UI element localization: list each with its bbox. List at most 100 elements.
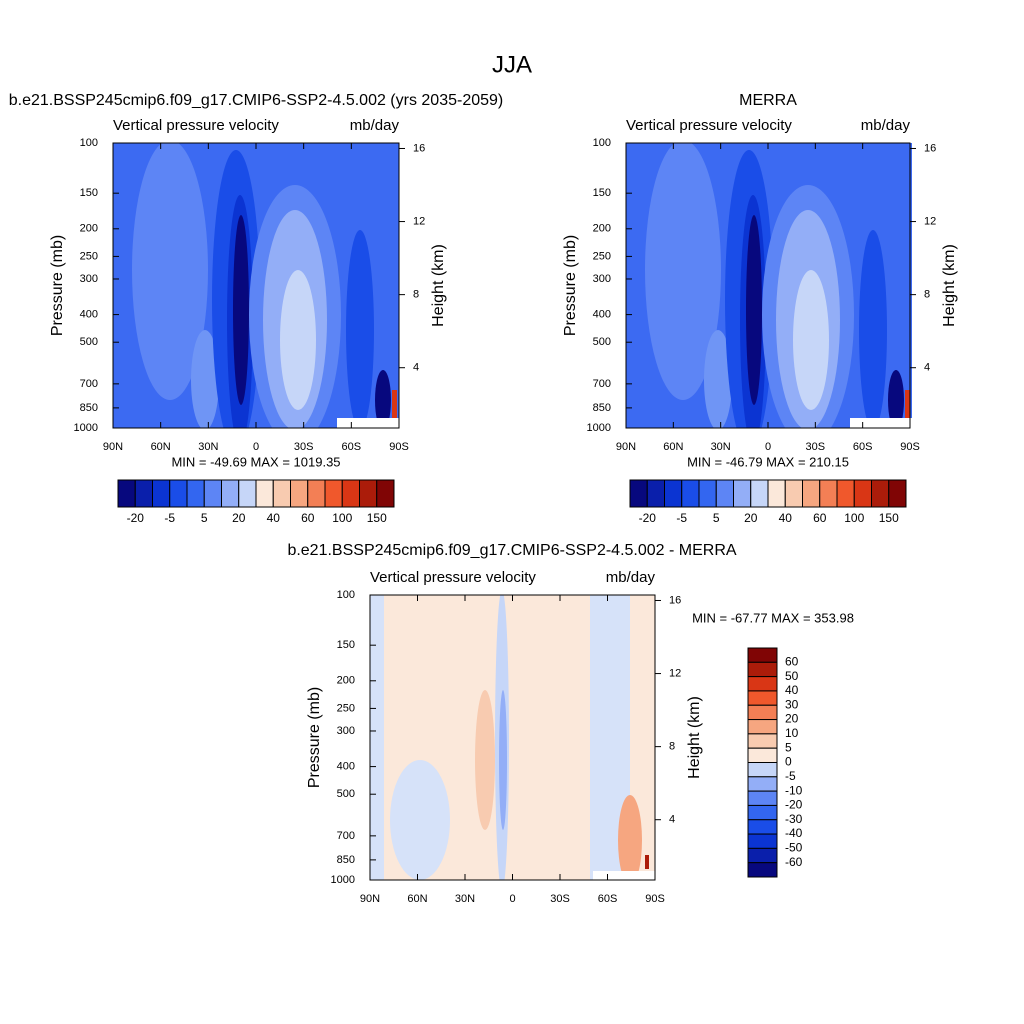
colorbar-box: [747, 690, 778, 706]
y2-axis-label: Height (km): [686, 696, 703, 779]
y-tick-label: 500: [80, 336, 98, 348]
colorbar-box: [747, 804, 778, 821]
stats: MIN = -49.69 MAX = 1019.35: [171, 454, 340, 469]
x-tick-label: 0: [253, 441, 259, 453]
y-tick-label: 200: [80, 223, 98, 235]
x-tick-label: 90S: [900, 441, 920, 453]
colorbar-box: [646, 479, 665, 508]
x-tick-label: 90N: [103, 441, 123, 453]
colorbar-label: 150: [367, 511, 387, 525]
y-tick-label: 150: [337, 639, 355, 651]
left-label: Vertical pressure velocity: [113, 117, 279, 134]
colorbar-box: [733, 479, 752, 508]
colorbar-box: [376, 479, 395, 508]
colorbar-box: [134, 479, 153, 508]
y-tick-label: 300: [80, 273, 98, 285]
colorbar-box: [802, 479, 821, 508]
colorbar-label: -30: [785, 812, 803, 826]
x-tick-label: 60S: [342, 441, 362, 453]
x-tick-label: 30N: [711, 441, 731, 453]
colorbar-label: -5: [676, 511, 687, 525]
stats: MIN = -46.79 MAX = 210.15: [687, 454, 849, 469]
colorbar-box: [290, 479, 309, 508]
colorbar-label: 50: [785, 669, 799, 683]
y-axis-label: Pressure (mb): [49, 235, 66, 336]
x-tick-label: 0: [765, 441, 771, 453]
y-tick-label: 100: [80, 137, 98, 149]
colorbar-box: [747, 790, 778, 806]
y2-axis-label: Height (km): [430, 244, 447, 327]
colorbar-label: -5: [164, 511, 175, 525]
colorbar-box: [747, 847, 778, 864]
colorbar-label: 60: [301, 511, 315, 525]
colorbar-box: [836, 479, 855, 508]
y-tick-label: 500: [593, 336, 611, 348]
stats: MIN = -67.77 MAX = 353.98: [692, 610, 854, 625]
colorbar-box: [324, 479, 343, 508]
y-tick-label: 400: [337, 760, 355, 772]
colorbar-box: [186, 479, 205, 508]
colorbar-label: 30: [785, 697, 799, 711]
y2-tick-label: 8: [669, 741, 675, 753]
y-tick-label: 100: [337, 589, 355, 601]
x-tick-label: 60N: [151, 441, 171, 453]
panel-title: b.e21.BSSP245cmip6.f09_g17.CMIP6-SSP2-4.…: [9, 92, 504, 109]
colorbar-box: [307, 479, 326, 508]
x-tick-label: 30N: [455, 893, 475, 905]
y-tick-label: 400: [80, 308, 98, 320]
figure-title: JJA: [492, 51, 532, 78]
colorbar-box: [747, 776, 778, 792]
colorbar-box: [169, 479, 188, 508]
y-tick-label: 100: [593, 137, 611, 149]
colorbar-label: -20: [639, 511, 657, 525]
colorbar-label: 40: [785, 683, 799, 697]
y-tick-label: 500: [337, 788, 355, 800]
y2-tick-label: 12: [669, 667, 681, 679]
colorbar-label: -20: [127, 511, 145, 525]
colorbar-box: [747, 862, 778, 878]
x-tick-label: 90N: [616, 441, 636, 453]
x-tick-label: 0: [509, 893, 515, 905]
y-tick-label: 400: [593, 308, 611, 320]
y-tick-label: 700: [593, 378, 611, 390]
colorbar-label: -60: [785, 855, 803, 869]
colorbar-label: -50: [785, 841, 803, 855]
colorbar-label: 5: [201, 511, 208, 525]
colorbar-box: [747, 733, 778, 749]
colorbar-label: -10: [785, 783, 803, 797]
colorbar-box: [359, 479, 378, 508]
colorbar-label: 100: [844, 511, 864, 525]
colorbar-box: [117, 479, 136, 508]
y-tick-label: 1000: [587, 422, 611, 434]
colorbar-box: [255, 479, 274, 508]
y2-tick-label: 8: [413, 289, 419, 301]
x-tick-label: 30S: [550, 893, 570, 905]
colorbar-label: 5: [785, 740, 792, 754]
x-tick-label: 30N: [198, 441, 218, 453]
y-tick-label: 850: [337, 854, 355, 866]
colorbar-label: 20: [785, 712, 799, 726]
right-label: mb/day: [350, 117, 400, 134]
y-tick-label: 250: [80, 250, 98, 262]
x-tick-label: 60N: [407, 893, 427, 905]
y-axis-label: Pressure (mb): [306, 687, 323, 788]
y2-tick-label: 4: [669, 814, 675, 826]
y-tick-label: 300: [337, 725, 355, 737]
colorbar-box: [747, 661, 778, 678]
colorbar-label: 150: [879, 511, 899, 525]
x-tick-label: 90N: [360, 893, 380, 905]
x-tick-label: 30S: [806, 441, 826, 453]
y-tick-label: 1000: [74, 422, 98, 434]
y-tick-label: 200: [337, 675, 355, 687]
colorbar-box: [819, 479, 838, 508]
colorbar-box: [272, 479, 291, 508]
y-tick-label: 250: [337, 702, 355, 714]
y2-tick-label: 8: [924, 289, 930, 301]
colorbar-box: [747, 647, 778, 663]
y2-tick-label: 4: [413, 362, 419, 374]
colorbar-label: 0: [785, 755, 792, 769]
y-tick-label: 150: [593, 187, 611, 199]
panel-title: MERRA: [739, 92, 797, 109]
colorbar-box: [664, 479, 683, 508]
